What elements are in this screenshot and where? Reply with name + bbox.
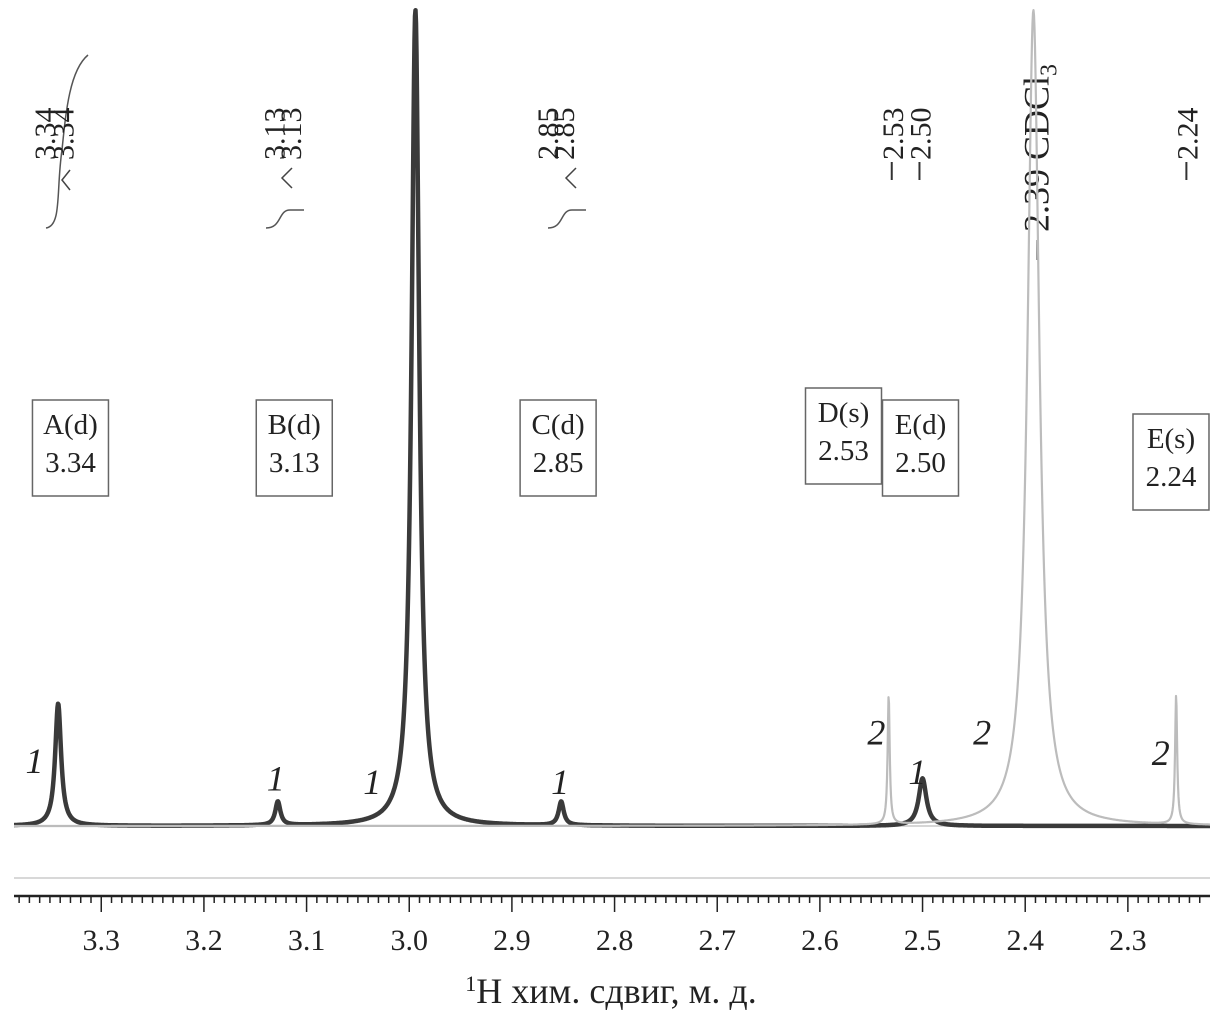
bracket-b — [280, 167, 293, 189]
x-tick-label: 2.7 — [698, 924, 736, 957]
integration-curve-b — [265, 209, 304, 229]
assignment-box: B(d) 3.13 — [255, 399, 334, 497]
peak-label: 2.50 — [904, 108, 937, 161]
integration-curves — [45, 54, 586, 229]
assignment-box-name: A(d) — [43, 409, 98, 441]
integration-curve-a — [45, 54, 89, 229]
assignment-box-frame — [519, 399, 597, 497]
x-tick-label: 2.4 — [1006, 924, 1044, 957]
assignment-box-name: C(d) — [532, 409, 585, 441]
assignment-box-value: 3.13 — [269, 447, 320, 479]
curve-number-label: 2 — [867, 712, 885, 752]
assignment-box: E(d) 2.50 — [881, 399, 960, 497]
multiplet-brackets — [61, 167, 577, 191]
peak-label: 3.13 — [259, 108, 292, 161]
assignment-box-frame — [31, 399, 110, 497]
peak-label: 2.85 — [532, 108, 565, 161]
peak-label: 3.34 — [47, 108, 80, 161]
assignment-box-name: E(d) — [895, 409, 947, 441]
assignment-box-name: B(d) — [268, 409, 321, 441]
assignment-box-value: 2.24 — [1146, 461, 1197, 493]
curve-number-label: 1 — [26, 741, 44, 781]
spectrum-series-2 — [13, 9, 1211, 828]
assignment-boxes: A(d) 3.34 B(d) 3.13 C(d) 2.85 D(s) 2.53 E(d) 2.50… — [31, 387, 1210, 511]
x-tick-label: 2.8 — [596, 924, 634, 957]
assignment-box-name: D(s) — [818, 397, 870, 429]
x-tick-label: 3.3 — [83, 924, 121, 957]
x-tick-label: 3.2 — [185, 924, 223, 957]
bracket-a — [61, 169, 71, 191]
x-tick-label: 2.3 — [1109, 924, 1147, 957]
assignment-box: A(d) 3.34 — [31, 399, 110, 497]
peak-label: 2.24 — [1171, 108, 1204, 161]
x-axis-ticks: 3.3 3.2 3.1 3.0 2.9 2.8 2.7 2.6 2.5 2.4 2.3 — [18, 896, 1201, 957]
curve-number-label: 1 — [551, 762, 569, 802]
integration-curve-c — [547, 209, 586, 229]
peak-label: 2.85 — [548, 108, 581, 161]
assignment-box: C(d) 2.85 — [519, 399, 597, 497]
x-axis-title-superscript: 1 — [465, 971, 476, 996]
curve-number-label: 1 — [267, 759, 285, 799]
assignment-box-value: 2.50 — [895, 447, 946, 479]
x-tick-label: 2.6 — [801, 924, 839, 957]
assignment-box-frame — [881, 399, 960, 497]
assignment-box-value: 2.85 — [533, 447, 584, 479]
x-tick-label: 2.9 — [493, 924, 531, 957]
curve-number-label: 2 — [1152, 733, 1170, 773]
x-tick-label: 2.5 — [904, 924, 942, 957]
assignment-box-name: E(s) — [1147, 423, 1195, 455]
assignment-box-frame — [804, 387, 883, 485]
peak-label: 2.53 — [877, 108, 910, 161]
assignment-box-value: 2.53 — [818, 435, 869, 467]
peak-label: 2.39 CDCl3 — [1017, 64, 1063, 232]
assignment-box-value: 3.34 — [45, 447, 96, 479]
x-axis-title: 1H хим. сдвиг, м. д. — [465, 971, 756, 1011]
peak-label: 3.13 — [275, 108, 308, 161]
curve-number-label: 2 — [973, 712, 991, 752]
x-axis-title-text: H хим. сдвиг, м. д. — [476, 971, 756, 1011]
curve-number-label: 1 — [363, 762, 381, 802]
x-tick-label: 3.0 — [390, 924, 428, 957]
assignment-box: E(s) 2.24 — [1132, 413, 1210, 511]
spectrum-traces — [12, 8, 1212, 829]
x-tick-label: 3.1 — [288, 924, 326, 957]
curve-labels: 1 1 1 1 12 22 — [26, 712, 1170, 802]
peak-label: 3.34 — [29, 108, 62, 161]
bracket-c — [564, 167, 577, 189]
curve-number-label: 1 — [908, 752, 926, 792]
assignment-box-frame — [255, 399, 334, 497]
assignment-box-frame — [1132, 413, 1210, 511]
assignment-box: D(s) 2.53 — [804, 387, 883, 485]
